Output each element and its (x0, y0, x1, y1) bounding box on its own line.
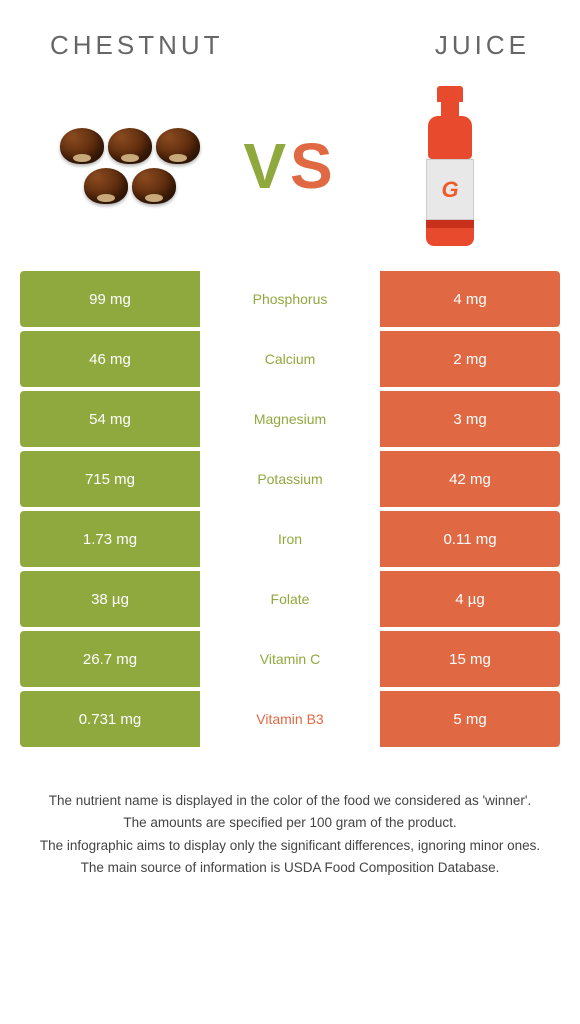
table-row: 38 µgFolate4 µg (20, 571, 560, 627)
cell-nutrient-name: Vitamin C (200, 631, 380, 687)
cell-right-value: 15 mg (380, 631, 560, 687)
cell-right-value: 4 mg (380, 271, 560, 327)
bottle-logo: G (426, 159, 474, 220)
cell-left-value: 715 mg (20, 451, 200, 507)
table-row: 54 mgMagnesium3 mg (20, 391, 560, 447)
bottle-icon: G (422, 86, 478, 246)
cell-right-value: 3 mg (380, 391, 560, 447)
cell-right-value: 2 mg (380, 331, 560, 387)
cell-nutrient-name: Calcium (200, 331, 380, 387)
table-row: 26.7 mgVitamin C15 mg (20, 631, 560, 687)
vs-s: S (290, 129, 337, 203)
table-row: 0.731 mgVitamin B35 mg (20, 691, 560, 747)
title-row: CHESTNUT JUICE (0, 0, 580, 71)
title-left: CHESTNUT (50, 30, 224, 61)
cell-right-value: 4 µg (380, 571, 560, 627)
cell-nutrient-name: Phosphorus (200, 271, 380, 327)
cell-left-value: 99 mg (20, 271, 200, 327)
table-row: 99 mgPhosphorus4 mg (20, 271, 560, 327)
footnote-line: The infographic aims to display only the… (24, 836, 556, 856)
cell-nutrient-name: Folate (200, 571, 380, 627)
table-row: 715 mgPotassium42 mg (20, 451, 560, 507)
footnotes: The nutrient name is displayed in the co… (0, 751, 580, 880)
cell-left-value: 38 µg (20, 571, 200, 627)
chestnut-image (50, 86, 210, 246)
cell-left-value: 26.7 mg (20, 631, 200, 687)
vs-v: V (243, 129, 290, 203)
cell-left-value: 1.73 mg (20, 511, 200, 567)
cell-nutrient-name: Iron (200, 511, 380, 567)
juice-image: G (370, 86, 530, 246)
infographic-root: CHESTNUT JUICE V S G 99 mgPhosphorus4 mg… (0, 0, 580, 1024)
title-right: JUICE (435, 30, 530, 61)
chestnuts-icon (50, 128, 210, 204)
cell-left-value: 54 mg (20, 391, 200, 447)
cell-right-value: 5 mg (380, 691, 560, 747)
hero-row: V S G (0, 71, 580, 271)
cell-left-value: 46 mg (20, 331, 200, 387)
nutrient-table: 99 mgPhosphorus4 mg46 mgCalcium2 mg54 mg… (20, 271, 560, 751)
footnote-line: The main source of information is USDA F… (24, 858, 556, 878)
table-row: 46 mgCalcium2 mg (20, 331, 560, 387)
cell-left-value: 0.731 mg (20, 691, 200, 747)
cell-right-value: 42 mg (380, 451, 560, 507)
vs-label: V S (243, 129, 336, 203)
table-row: 1.73 mgIron0.11 mg (20, 511, 560, 567)
cell-nutrient-name: Potassium (200, 451, 380, 507)
footnote-line: The nutrient name is displayed in the co… (24, 791, 556, 811)
cell-right-value: 0.11 mg (380, 511, 560, 567)
cell-nutrient-name: Magnesium (200, 391, 380, 447)
footnote-line: The amounts are specified per 100 gram o… (24, 813, 556, 833)
cell-nutrient-name: Vitamin B3 (200, 691, 380, 747)
